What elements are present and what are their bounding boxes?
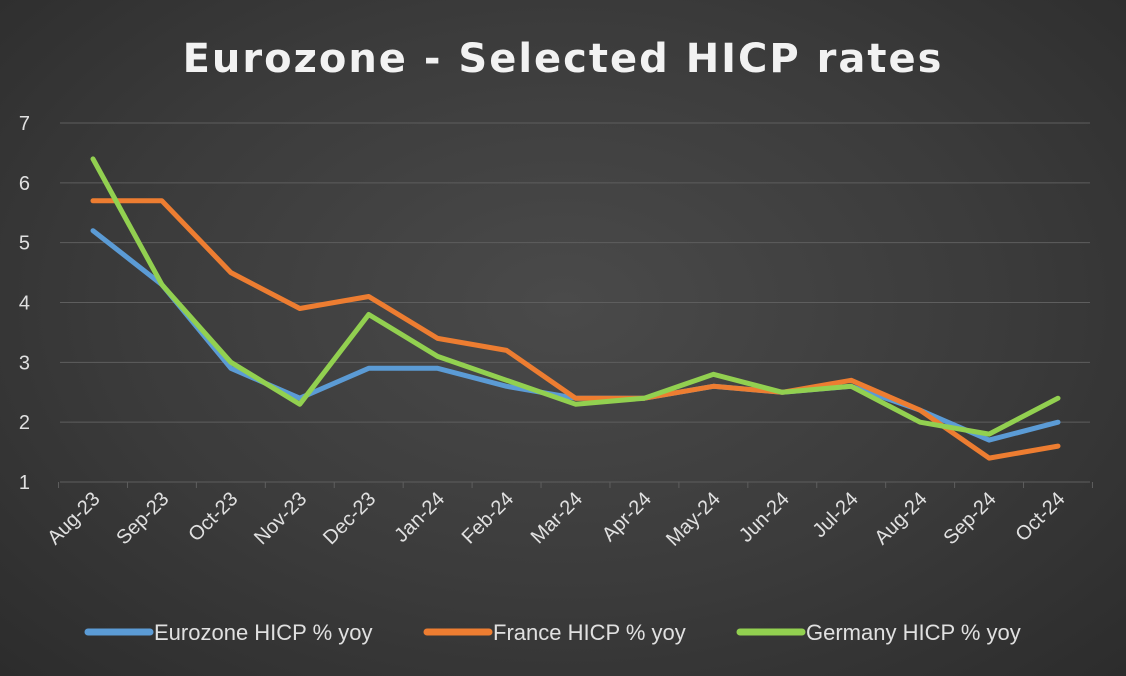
x-tick-label: Oct-24 [1012,488,1070,546]
x-tick-label: Apr-24 [598,488,656,546]
x-tick-label: May-24 [662,488,725,551]
y-tick-label: 1 [19,472,30,494]
x-tick-label: Mar-24 [527,488,587,548]
x-tick-label: Oct-23 [184,488,242,546]
series-lines [90,156,1061,461]
x-axis-ticks: Aug-23 Sep-23 Oct-23 Nov-23 Dec-23 Jan-24 Feb-… [43,482,1093,551]
x-tick-label: Nov-23 [250,488,311,549]
y-tick-label: 5 [19,233,30,255]
legend-label: Germany HICP % yoy [806,620,1021,645]
y-tick-label: 3 [19,352,30,374]
legend-label: France HICP % yoy [493,620,686,645]
chart-title: Eurozone - Selected HICP rates [183,36,944,82]
y-axis-ticks: 1 2 3 4 5 6 7 [19,113,30,494]
x-tick-label: Feb-24 [458,488,518,548]
x-tick-label: Jul-24 [809,488,863,542]
x-tick-label: Jun-24 [735,488,794,547]
gridlines [60,122,1090,483]
y-tick-label: 7 [19,113,30,135]
y-tick-label: 4 [19,293,30,315]
legend: Eurozone HICP % yoy France HICP % yoy Germ… [84,620,1021,645]
y-tick-label: 6 [19,173,30,195]
x-tick-label: Aug-23 [43,488,104,549]
y-tick-label: 2 [19,412,30,434]
x-tick-label: Aug-24 [871,488,932,549]
series-line-2 [90,156,1061,437]
legend-label: Eurozone HICP % yoy [154,620,372,645]
x-tick-label: Dec-23 [319,488,380,549]
x-tick-label: Jan-24 [390,488,449,547]
x-tick-label: Sep-24 [939,488,1000,549]
series-line-1 [90,198,1061,461]
x-tick-label: Sep-23 [112,488,173,549]
